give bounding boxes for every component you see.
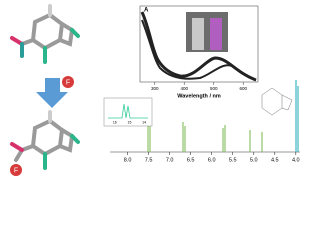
- molecule-top: [10, 4, 80, 64]
- x-tick-label: 600: [239, 86, 247, 91]
- inset-tick-label: 16: [113, 120, 117, 124]
- inset-tick-label: 15: [128, 120, 132, 124]
- x-tick-label: 5.0: [250, 157, 258, 163]
- figure: F F A Wavelength / nm 300 400 500 600 8.0 7.5…: [10, 4, 300, 176]
- x-tick-label: 500: [210, 86, 218, 91]
- x-tick-label: 7.5: [145, 157, 153, 163]
- x-tick-label: 7.0: [166, 157, 174, 163]
- x-tick-label: 4.0: [292, 157, 300, 163]
- uv-panel: A Wavelength / nm: [139, 5, 259, 99]
- nmr-panel: [103, 80, 300, 153]
- x-axis-label: Wavelength / nm: [177, 93, 221, 99]
- x-tick-label: 6.0: [208, 157, 216, 163]
- molecule-bottom: [10, 110, 80, 170]
- x-tick-label: 300: [151, 86, 159, 91]
- inset-tick-label: 14: [142, 120, 146, 124]
- badge-label: F: [66, 79, 70, 86]
- badge: [10, 164, 22, 176]
- x-tick-label: 8.0: [124, 157, 132, 163]
- x-tick-label: 6.5: [187, 157, 195, 163]
- x-tick-label: 4.5: [271, 157, 279, 163]
- arrow: [36, 78, 68, 108]
- x-tick-label: 400: [180, 86, 188, 91]
- panel-label: A: [144, 8, 149, 14]
- badge-label: F: [14, 167, 18, 174]
- badge: [62, 76, 74, 88]
- x-tick-label: 5.5: [229, 157, 237, 163]
